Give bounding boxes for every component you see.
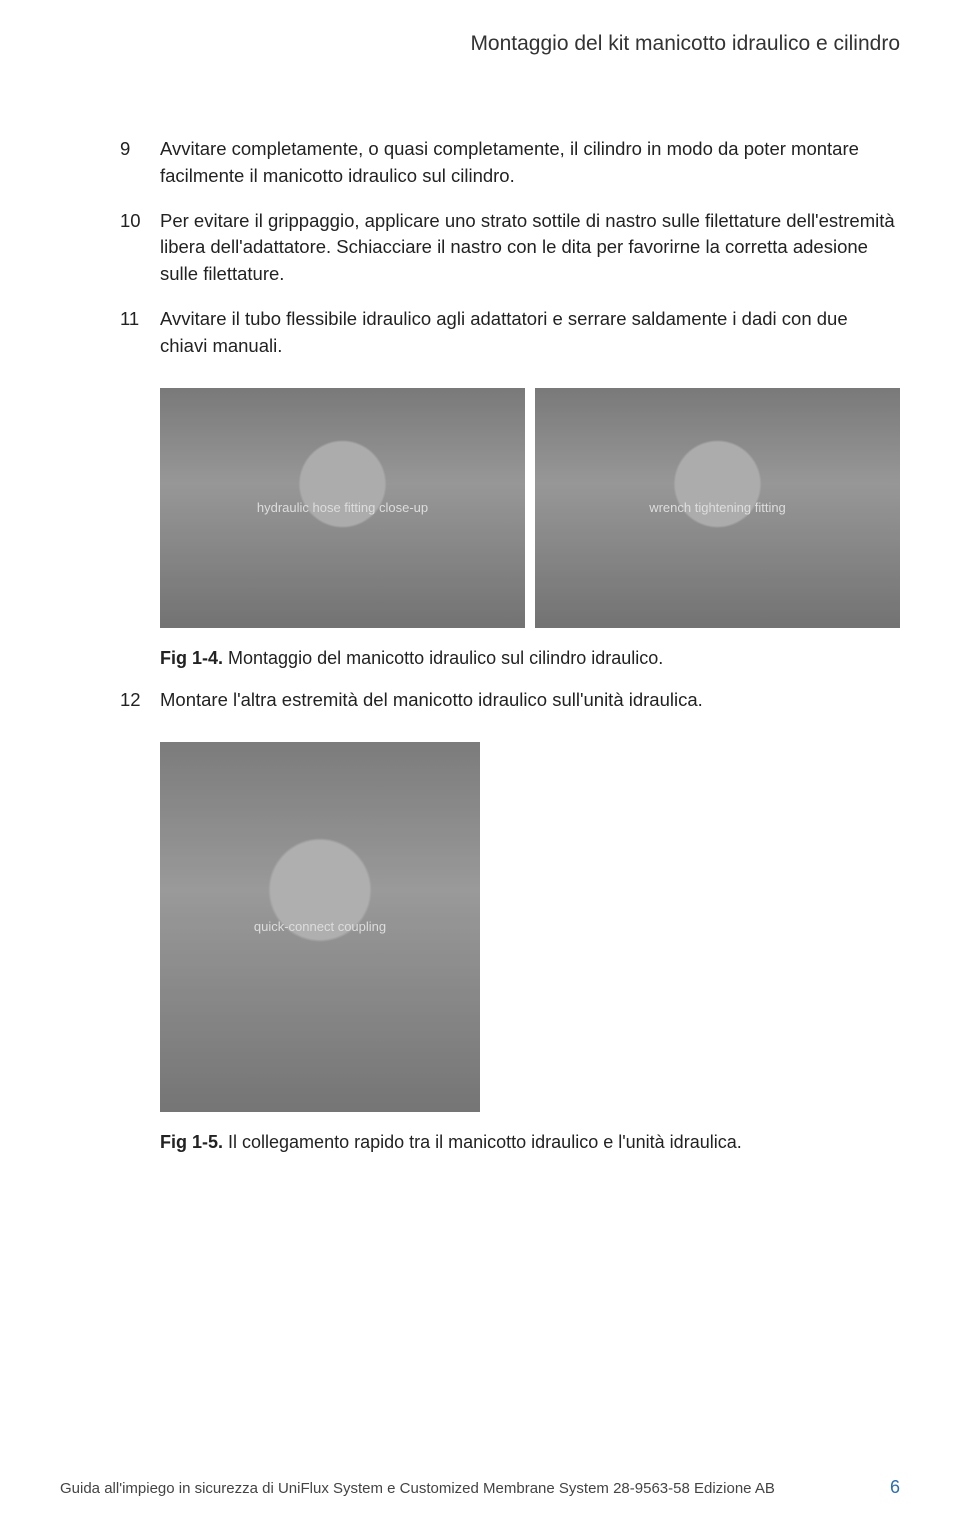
steps-list: 9 Avvitare completamente, o quasi comple… <box>120 136 900 360</box>
image-alt: quick-connect coupling <box>248 913 392 940</box>
figure-1-5-caption: Fig 1-5. Il collegamento rapido tra il m… <box>160 1132 900 1153</box>
figure-label: Fig 1-4. <box>160 648 223 668</box>
steps-list-2: 12 Montare l'altra estremità del manicot… <box>120 687 900 714</box>
page-footer: Guida all'impiego in sicurezza di UniFlu… <box>60 1477 900 1498</box>
step-number: 10 <box>120 208 160 288</box>
step-text: Per evitare il grippaggio, applicare uno… <box>160 208 900 288</box>
figure-1-4-caption: Fig 1-4. Montaggio del manicotto idrauli… <box>160 648 900 669</box>
page-number: 6 <box>890 1477 900 1498</box>
step-number: 9 <box>120 136 160 190</box>
step-text: Avvitare completamente, o quasi completa… <box>160 136 900 190</box>
footer-text: Guida all'impiego in sicurezza di UniFlu… <box>60 1480 775 1497</box>
image-alt: hydraulic hose fitting close-up <box>251 494 434 521</box>
figure-caption-text: Il collegamento rapido tra il manicotto … <box>223 1132 742 1152</box>
page-header-title: Montaggio del kit manicotto idraulico e … <box>120 32 900 56</box>
figure-1-4-images: hydraulic hose fitting close-up wrench t… <box>160 388 900 628</box>
document-page: Montaggio del kit manicotto idraulico e … <box>0 0 960 1520</box>
step-text: Montare l'altra estremità del manicotto … <box>160 687 900 714</box>
figure-1-5-image-wrap: quick-connect coupling <box>160 742 900 1112</box>
figure-image: wrench tightening fitting <box>535 388 900 628</box>
step-number: 12 <box>120 687 160 714</box>
step-item: 12 Montare l'altra estremità del manicot… <box>120 687 900 714</box>
figure-image: hydraulic hose fitting close-up <box>160 388 525 628</box>
step-text: Avvitare il tubo flessibile idraulico ag… <box>160 306 900 360</box>
figure-label: Fig 1-5. <box>160 1132 223 1152</box>
figure-image: quick-connect coupling <box>160 742 480 1112</box>
step-number: 11 <box>120 306 160 360</box>
step-item: 9 Avvitare completamente, o quasi comple… <box>120 136 900 190</box>
step-item: 11 Avvitare il tubo flessibile idraulico… <box>120 306 900 360</box>
step-item: 10 Per evitare il grippaggio, applicare … <box>120 208 900 288</box>
figure-caption-text: Montaggio del manicotto idraulico sul ci… <box>223 648 663 668</box>
image-alt: wrench tightening fitting <box>643 494 792 521</box>
